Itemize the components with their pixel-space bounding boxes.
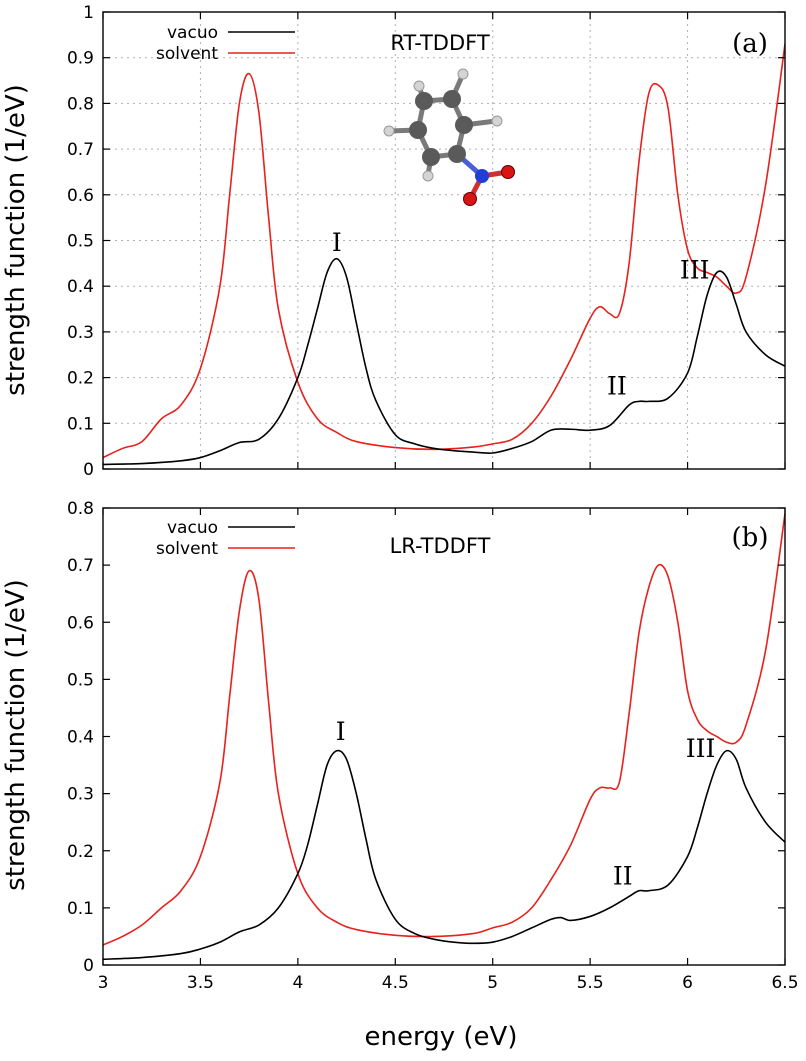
series-line-vacuo-a [103, 257, 785, 466]
hydrogen-atom [491, 115, 503, 127]
y-tick-label-a: 0.1 [67, 414, 94, 434]
oxygen-atom [501, 165, 515, 179]
legend-label-vacuo-b: vacuo [167, 518, 218, 538]
panel-a: 0 0.1 0.2 0.3 0.4 0.5 0.6 0.7 0.8 0.9 1 vacuosolven… [67, 3, 786, 480]
y-tick-label-b: 0.1 [67, 899, 94, 919]
y-tick-label-b: 0.2 [67, 842, 94, 862]
carbon-atom [448, 145, 466, 163]
peak-label-III-b: III [686, 734, 716, 763]
x-tick-label: 3 [98, 973, 109, 993]
peak-label-I-b: I [336, 717, 346, 746]
y-tick-label-b: 0.6 [67, 613, 94, 633]
nitrogen-atom [475, 169, 489, 183]
y-tick-label-b: 0.8 [67, 499, 94, 519]
x-tick-label: 5 [487, 973, 498, 993]
oxygen-atom [463, 192, 477, 206]
y-tick-label-a: 0 [83, 460, 94, 480]
hydrogen-atom [457, 68, 469, 80]
y-tick-label-a: 0.5 [67, 232, 94, 252]
y-tick-label-b: 0.5 [67, 670, 94, 690]
hydrogen-atom [413, 80, 425, 92]
y-tick-label-b: 0.7 [67, 556, 94, 576]
y-tick-label-a: 0.9 [67, 49, 94, 69]
molecule-bonds [386, 71, 499, 178]
panel-b: 3 3.5 4 4.5 5 5.5 6 6.5 0 0.1 0.2 0.3 0.4 0.5 0.6 0.7 0.… [67, 499, 799, 993]
x-tick-label: 3.5 [187, 973, 214, 993]
peak-label-II-a: II [607, 371, 627, 400]
y-tick-label-b: 0.4 [67, 728, 94, 748]
y-axis-title-a: strength function (1/eV) [1, 84, 31, 396]
series-line-solvent-b [103, 513, 785, 946]
x-axis-title: energy (eV) [365, 1022, 518, 1052]
hydrogen-atom [383, 125, 395, 137]
carbon-atom [455, 116, 473, 134]
carbon-atom [422, 148, 440, 166]
series-line-vacuo-b [103, 749, 785, 961]
x-tick-label: 6.5 [771, 973, 798, 993]
peak-label-III-a: III [680, 255, 710, 284]
x-tick-label: 5.5 [577, 973, 604, 993]
y-tick-label-a: 1 [83, 3, 94, 23]
peak-label-II-b: II [613, 862, 633, 891]
y-tick-label-a: 0.2 [67, 369, 94, 389]
molecule-icon [383, 68, 515, 206]
x-tick-label: 4.5 [382, 973, 409, 993]
y-tick-label-a: 0.8 [67, 94, 94, 114]
y-tick-label-b: 0 [83, 956, 94, 976]
x-tick-label: 4 [292, 973, 303, 993]
carbon-atom [415, 92, 433, 110]
legend-label-solvent-b: solvent [156, 539, 218, 559]
legend-label-solvent-a: solvent [156, 44, 218, 64]
hydrogen-atom [422, 170, 434, 182]
panel-tag-a: (a) [732, 29, 768, 59]
plot-frame-b [102, 507, 786, 966]
carbon-atom [443, 90, 461, 108]
y-axis-title-b: strength function (1/eV) [1, 579, 31, 891]
panel-tag-b: (b) [732, 523, 769, 553]
peak-label-I-a: I [332, 228, 342, 257]
y-tick-label-a: 0.7 [67, 140, 94, 160]
x-tick-label: 6 [682, 973, 693, 993]
y-tick-label-b: 0.3 [67, 785, 94, 805]
method-label-b: LR-TDDFT [390, 534, 491, 558]
y-tick-label-a: 0.6 [67, 186, 94, 206]
carbon-atom [409, 121, 427, 139]
y-tick-label-a: 0.4 [67, 277, 94, 297]
legend-label-vacuo-a: vacuo [167, 23, 218, 43]
method-label-a: RT-TDDFT [390, 31, 489, 55]
y-tick-label-a: 0.3 [67, 323, 94, 343]
series-line-solvent-a [103, 43, 785, 459]
